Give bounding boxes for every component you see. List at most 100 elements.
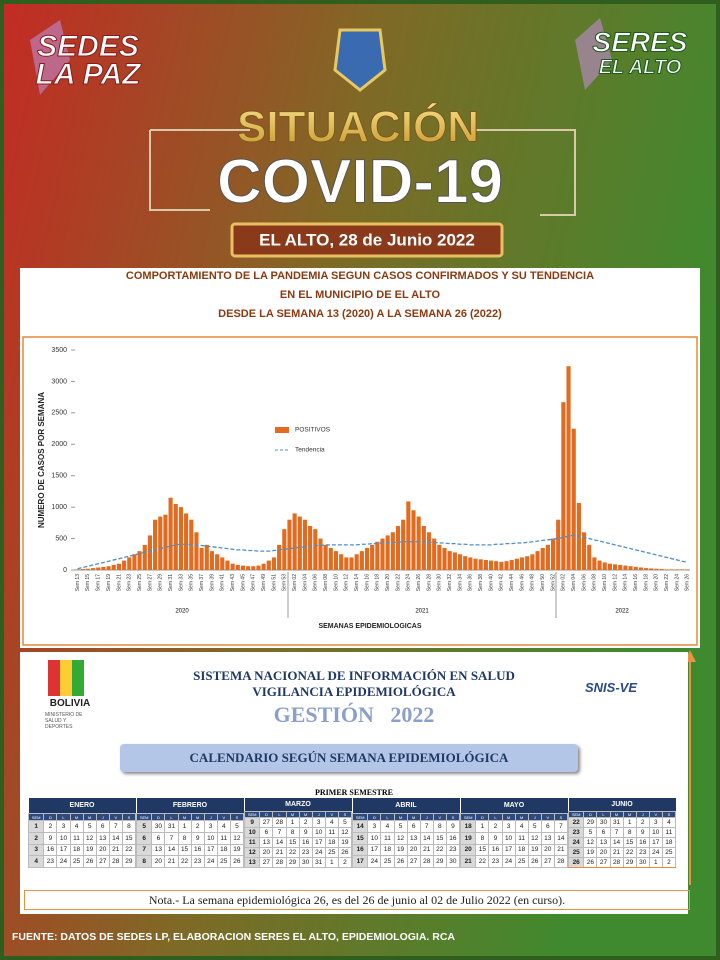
y-tick-label: 2000 — [51, 441, 67, 448]
day-header: L — [164, 813, 179, 822]
day: 23 — [488, 855, 503, 868]
day: 23 — [445, 843, 461, 857]
day: 17 — [203, 843, 218, 857]
day-header: D — [151, 813, 166, 822]
bar — [426, 532, 432, 570]
bar — [323, 544, 328, 570]
bar — [147, 535, 153, 570]
day: 24 — [367, 855, 382, 868]
month-name: JUNIO — [568, 798, 676, 812]
day: 8 — [475, 831, 490, 845]
x-tick-label: Sem 37 — [199, 574, 205, 591]
day: 7 — [419, 820, 434, 833]
day: 17 — [56, 843, 71, 857]
day: 15 — [432, 831, 447, 845]
day: 11 — [380, 831, 395, 845]
day: 25 — [69, 855, 84, 868]
bar — [85, 568, 90, 570]
day-header: M — [514, 813, 529, 822]
day: 12 — [527, 831, 542, 845]
snis-line: SISTEMA NACIONAL DE INFORMACIÓN EN SALUD — [193, 668, 515, 683]
day: 7 — [272, 827, 287, 838]
bar — [597, 560, 602, 570]
day-header: D — [367, 813, 382, 822]
x-tick-label: Sem 02 — [292, 574, 298, 591]
day: 9 — [43, 831, 58, 845]
x-tick-label: Sem 26 — [416, 574, 422, 591]
day-header: L — [380, 813, 395, 822]
day-header-row: SEM D L M M J V S — [351, 813, 461, 822]
bar — [96, 567, 101, 570]
x-tick-label: Sem 42 — [499, 574, 505, 591]
day: 22 — [475, 855, 490, 868]
week-row: 17 24 25 26 27 28 29 30 — [351, 855, 461, 868]
bar — [385, 535, 390, 570]
week-row: 5 30 31 1 2 3 4 5 — [135, 820, 245, 833]
bar — [184, 513, 189, 570]
bar — [416, 516, 421, 570]
x-tick-label: Sem 50 — [540, 574, 546, 591]
bar — [442, 548, 447, 570]
bar — [612, 564, 618, 570]
day: 28 — [609, 857, 624, 868]
bar — [158, 516, 163, 570]
day: 5 — [393, 820, 408, 833]
bar — [297, 516, 302, 570]
day: 26 — [393, 855, 408, 868]
x-tick-label: Sem 20 — [385, 574, 391, 591]
logo-shape — [575, 18, 612, 90]
day: 26 — [229, 855, 245, 868]
month-header-row: MARZO — [244, 798, 352, 812]
day: 14 — [164, 843, 179, 857]
week-row: 2 9 10 11 12 13 14 15 — [27, 831, 137, 845]
day: 12 — [337, 827, 353, 838]
week-number: 26 — [567, 857, 585, 868]
logo-text: EL ALTO — [599, 56, 682, 78]
day: 5 — [583, 827, 598, 838]
month-header-row: ENERO — [28, 798, 136, 814]
day: 22 — [285, 847, 300, 858]
day: 15 — [622, 837, 637, 848]
bar — [421, 526, 426, 570]
bar — [354, 554, 359, 570]
day-header: J — [527, 813, 542, 822]
week-number: 18 — [459, 820, 477, 833]
date: EL ALTO, 28 de Junio 2022 — [259, 230, 475, 249]
coat-of-arms — [333, 28, 387, 92]
day-header-row: SEM D L M M J V S — [243, 811, 353, 818]
bar — [499, 561, 504, 570]
day-header: J — [419, 813, 434, 822]
day: 3 — [56, 820, 71, 833]
bar — [659, 569, 664, 570]
y-tick-label: 3000 — [51, 378, 67, 385]
bar — [111, 564, 116, 570]
x-tick-label: Sem 26 — [685, 574, 691, 591]
bar — [509, 559, 514, 570]
day: 10 — [203, 831, 218, 845]
x-tick-label: Sem 41 — [220, 574, 226, 591]
x-tick-label: Sem 25 — [137, 574, 143, 591]
bar — [550, 538, 556, 570]
bar — [235, 564, 240, 570]
bar — [494, 561, 499, 570]
week-row: 10 6 7 8 9 10 11 12 — [243, 827, 353, 838]
bar — [406, 501, 411, 570]
month-name: ENERO — [28, 798, 136, 814]
day: 2 — [337, 857, 353, 868]
day: 23 — [635, 847, 650, 858]
bar — [535, 551, 540, 570]
day: 9 — [298, 827, 313, 838]
week-number: 6 — [135, 831, 153, 845]
day: 6 — [596, 827, 611, 838]
day: 28 — [272, 857, 287, 868]
month-table: JUNIO SEM D L M M J V S 22 29 30 31 1 2 3 4 23 5 6 7 8 9 10 11 24… — [567, 798, 677, 868]
day-header: J — [203, 813, 218, 822]
day: 9 — [190, 831, 205, 845]
day: 16 — [635, 837, 650, 848]
bar — [349, 557, 354, 570]
bar — [127, 557, 132, 570]
week-row: 21 22 23 24 25 26 27 28 — [459, 855, 569, 868]
week-row: 14 3 4 5 6 7 8 9 — [351, 820, 461, 833]
bar — [328, 548, 333, 570]
